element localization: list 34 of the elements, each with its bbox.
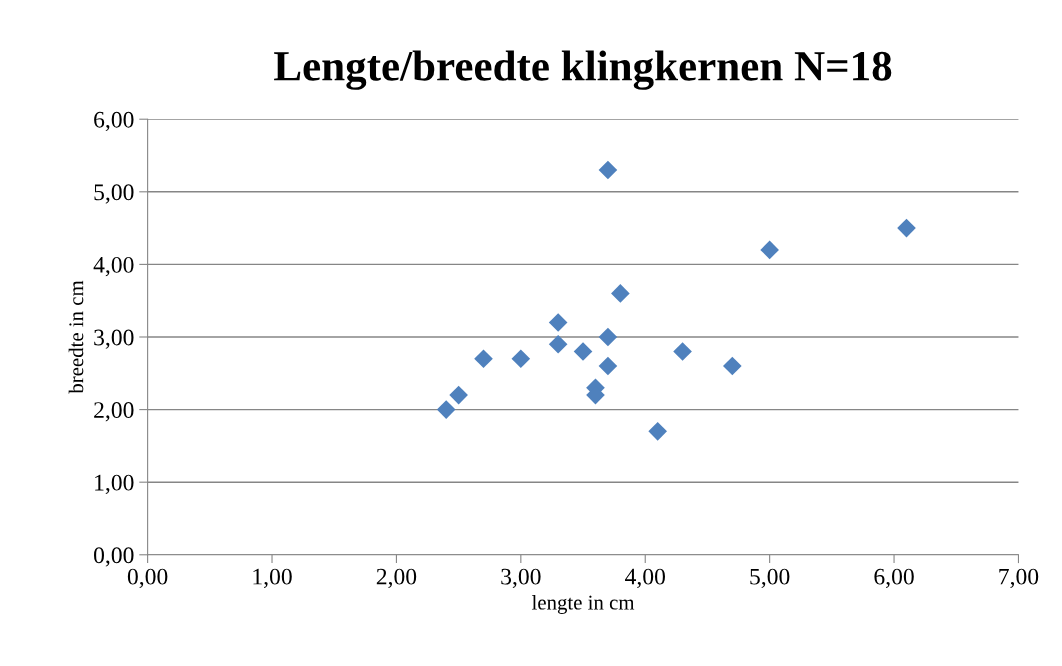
x-tick-label: 2,00 [376,568,417,588]
y-tick-label: 1,00 [95,474,134,495]
point [474,349,493,369]
x-tick-label: 1,00 [253,568,292,588]
point [760,240,779,260]
y-tick-label: 3,00 [94,329,134,349]
point [598,356,618,376]
chart-title: Lengte/breedte klingkernen N=18 [274,50,892,90]
y-tick-label: 2,00 [94,402,134,422]
point [897,218,916,238]
point [511,349,531,369]
y-tick-label: 5,00 [94,184,134,204]
x-axis-title: lengte in cm [531,594,635,614]
x-tick-label: 5,00 [750,568,790,588]
point [648,422,667,441]
point [449,385,468,405]
y-tick-label: 0,00 [94,547,134,567]
x-tick-label: 6,00 [874,568,914,588]
x-tick-label: 7,00 [999,568,1039,588]
point [673,342,692,361]
point [548,334,568,354]
point [548,313,568,332]
y-axis-title: breedte in cm [68,280,84,394]
x-tick-label: 3,00 [501,568,541,588]
point [598,327,618,347]
point [436,400,456,419]
point [598,160,618,180]
y-tick-label: 4,00 [93,256,134,277]
point [611,284,630,303]
x-tick-label: 4,00 [625,568,665,588]
y-tick-label: 6,00 [94,111,134,132]
x-tick-label: 0,00 [127,568,168,588]
point [573,342,593,361]
point [723,356,742,376]
